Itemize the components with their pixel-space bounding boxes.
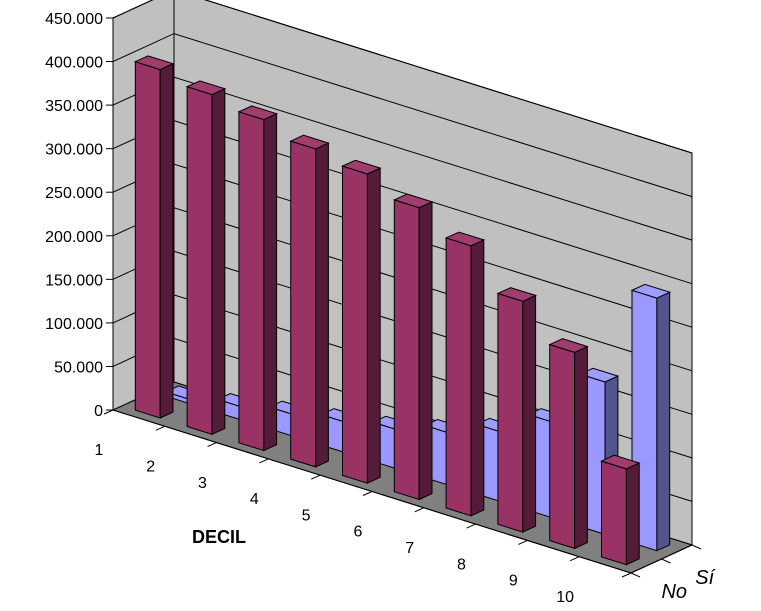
x-category-label: 5 — [302, 507, 311, 524]
bar-top — [392, 193, 434, 209]
x-tick-mark — [518, 539, 528, 545]
bar-no-9 — [548, 338, 589, 550]
gridline — [112, 163, 693, 328]
x-category-label: 8 — [457, 556, 466, 573]
bar-top — [237, 105, 278, 121]
bar-side — [574, 345, 588, 550]
bar-front — [393, 199, 420, 501]
bar-top — [341, 159, 382, 175]
y-tick-label: 50.000 — [54, 359, 103, 376]
bar-no-7 — [444, 231, 486, 517]
bar-side — [263, 112, 278, 452]
y-axis-ticks: 0 50.000 100.000 150.000 200.000 250.000 300.0… — [45, 11, 114, 420]
bar-top — [185, 80, 227, 96]
x-category-label: 9 — [509, 573, 518, 590]
bar-side — [159, 62, 174, 419]
y-tick-label: 400.000 — [45, 55, 103, 72]
bar-no-3 — [237, 105, 278, 452]
y-tick-label: 250.000 — [45, 185, 103, 202]
bar-no-5 — [341, 159, 382, 484]
y-tick-label: 300.000 — [45, 142, 103, 159]
bar-side — [418, 201, 433, 501]
x-category-label: 2 — [146, 458, 155, 475]
bar-side — [625, 462, 640, 566]
bar-top — [133, 55, 175, 71]
series-label: Sí — [695, 567, 716, 589]
x-category-label: 3 — [198, 475, 207, 492]
x-category-label: 4 — [250, 491, 259, 508]
series-label: No — [661, 581, 687, 603]
x-axis-title: DECIL — [192, 527, 246, 547]
bar-top — [600, 454, 641, 470]
x-axis-line — [112, 409, 632, 574]
y-tick-label: 200.000 — [45, 229, 103, 246]
bar-no-6 — [392, 193, 434, 501]
bars — [133, 55, 672, 566]
depth-tick-mark — [630, 572, 641, 578]
x-tick-mark — [207, 442, 217, 448]
x-tick-mark — [362, 491, 373, 496]
gridline — [112, 120, 693, 285]
x-tick-mark — [103, 409, 114, 415]
x-tick-mark — [259, 458, 269, 464]
x-category-label: 7 — [405, 540, 414, 557]
depth-tick-mark — [661, 558, 671, 564]
x-tick-mark — [621, 572, 632, 578]
x-category-label: 6 — [353, 524, 362, 541]
bar-no-2 — [185, 80, 227, 436]
bar-side — [522, 294, 537, 533]
bar-top — [289, 134, 330, 150]
bar-front — [445, 237, 472, 517]
x-tick-mark — [466, 523, 476, 529]
bar-no-8 — [496, 287, 537, 533]
series-axis-labels: No Sí — [630, 544, 717, 603]
bar-side — [366, 167, 381, 484]
gridline — [112, 0, 693, 154]
bar-side — [470, 239, 485, 517]
x-category-label: 10 — [556, 589, 574, 606]
bar-top — [496, 287, 537, 302]
y-tick-label: 100.000 — [45, 316, 103, 333]
bar-top — [548, 338, 589, 353]
bar-top — [444, 231, 486, 247]
x-tick-mark — [155, 425, 166, 431]
x-axis-categories: 1 2 3 4 5 6 7 8 9 10 — [94, 409, 632, 606]
bar-no-1 — [133, 55, 175, 419]
bar-top — [578, 367, 620, 383]
bar-front — [497, 292, 524, 533]
y-tick-label: 350.000 — [45, 98, 103, 115]
bar-side — [656, 291, 671, 552]
bar-side — [211, 87, 226, 436]
bar-front — [549, 343, 576, 550]
bar-side — [315, 142, 329, 468]
bar-front — [342, 165, 368, 484]
bar-front — [601, 460, 627, 566]
bar-top — [630, 283, 672, 299]
y-tick-label: 450.000 — [45, 11, 103, 28]
bar-front — [134, 61, 161, 419]
x-tick-mark — [310, 474, 321, 480]
gridline — [112, 33, 693, 198]
bar-no-4 — [289, 134, 330, 468]
x-tick-mark — [569, 556, 580, 562]
y-tick-label: 0 — [94, 403, 103, 420]
bar-front — [290, 140, 317, 468]
y-tick-label: 150.000 — [45, 272, 103, 289]
bar-no-10 — [600, 454, 641, 566]
x-tick-mark — [414, 507, 425, 513]
bar-front — [186, 86, 213, 435]
depth-tick-mark — [691, 544, 702, 550]
bar-front — [238, 111, 265, 452]
gridline — [112, 76, 693, 241]
x-category-label: 1 — [94, 442, 103, 459]
